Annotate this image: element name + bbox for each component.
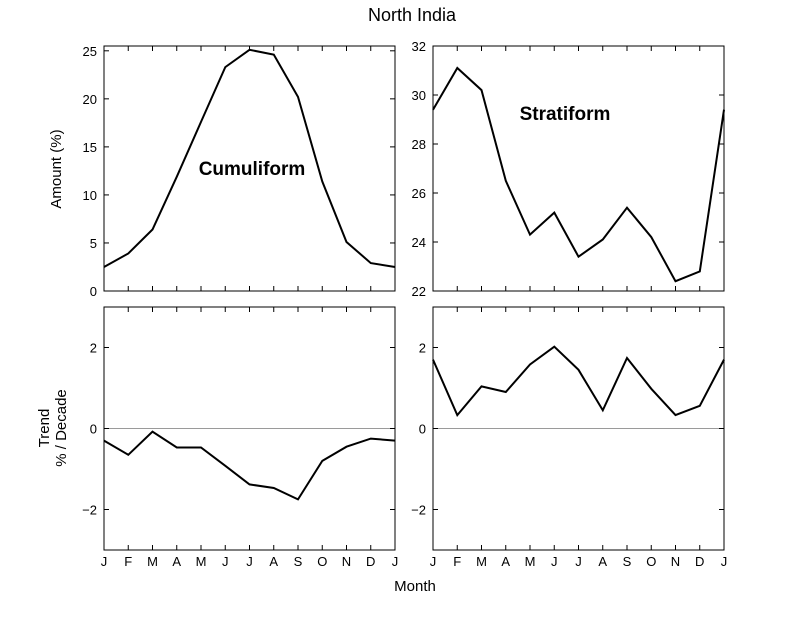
x-tick-label: A bbox=[172, 554, 181, 569]
x-tick-label: F bbox=[124, 554, 132, 569]
series-line bbox=[432, 66, 725, 283]
x-tick-label: J bbox=[392, 554, 399, 569]
y-tick-label: 24 bbox=[412, 235, 426, 250]
y-axis-label-amount: Amount (%) bbox=[48, 129, 65, 208]
y-axis-label-trend-line1: Trend bbox=[36, 409, 53, 448]
x-tick-label: D bbox=[695, 554, 704, 569]
y-tick-label: 25 bbox=[83, 44, 97, 59]
y-tick-label: 0 bbox=[90, 422, 97, 437]
y-tick-label: 22 bbox=[412, 284, 426, 299]
y-tick-label: 30 bbox=[412, 88, 426, 103]
plot-frame bbox=[103, 45, 396, 292]
x-tick-label: A bbox=[269, 554, 278, 569]
x-tick-label: A bbox=[501, 554, 510, 569]
series-line bbox=[103, 48, 396, 268]
y-tick-label: 2 bbox=[90, 341, 97, 356]
y-tick-label: 20 bbox=[83, 92, 97, 107]
panels: 0510152025Cumuliform222426283032Stratifo… bbox=[82, 39, 727, 569]
y-tick-label: −2 bbox=[82, 503, 97, 518]
y-tick-label: 2 bbox=[419, 341, 426, 356]
panel-2: 22 24 26 28 30 32 Stratiform bbox=[412, 39, 725, 299]
series-line bbox=[103, 430, 396, 501]
y-tick-label: 15 bbox=[83, 140, 97, 155]
y-tick-label: 0 bbox=[419, 422, 426, 437]
panel-label: Cumuliform bbox=[199, 159, 306, 180]
panel-1: 0 5 10 15 20 25 Cumuliform bbox=[83, 44, 396, 299]
plot-frame bbox=[103, 306, 396, 551]
y-tick-label: 10 bbox=[83, 188, 97, 203]
x-tick-label: J bbox=[575, 554, 582, 569]
x-axis-label: Month bbox=[394, 578, 436, 595]
y-tick-label: 32 bbox=[412, 39, 426, 54]
y-tick-label: 0 bbox=[90, 284, 97, 299]
x-tick-label: O bbox=[646, 554, 656, 569]
x-tick-label: N bbox=[342, 554, 351, 569]
y-tick-label: 28 bbox=[412, 137, 426, 152]
panel-label: Stratiform bbox=[520, 104, 611, 125]
x-tick-label: M bbox=[196, 554, 207, 569]
x-tick-label: J bbox=[430, 554, 437, 569]
x-tick-label: A bbox=[598, 554, 607, 569]
x-tick-label: S bbox=[294, 554, 303, 569]
y-tick-label: 5 bbox=[90, 236, 97, 251]
plot-frame bbox=[432, 45, 725, 292]
figure-title: North India bbox=[368, 5, 457, 25]
plot-frame bbox=[432, 306, 725, 551]
x-tick-label: D bbox=[366, 554, 375, 569]
x-tick-label: F bbox=[453, 554, 461, 569]
x-tick-label: J bbox=[101, 554, 108, 569]
x-tick-label: O bbox=[317, 554, 327, 569]
x-tick-label: J bbox=[551, 554, 558, 569]
x-tick-label: J bbox=[721, 554, 728, 569]
x-tick-label: M bbox=[147, 554, 158, 569]
x-tick-label: N bbox=[671, 554, 680, 569]
x-tick-label: J bbox=[246, 554, 253, 569]
y-tick-label: −2 bbox=[411, 503, 426, 518]
x-tick-label: M bbox=[476, 554, 487, 569]
x-tick-label: S bbox=[623, 554, 632, 569]
series-line bbox=[432, 345, 725, 417]
x-tick-label: M bbox=[525, 554, 536, 569]
x-tick-label: J bbox=[222, 554, 229, 569]
y-tick-label: 26 bbox=[412, 186, 426, 201]
y-axis-label-trend-line2: % / Decade bbox=[53, 389, 70, 467]
